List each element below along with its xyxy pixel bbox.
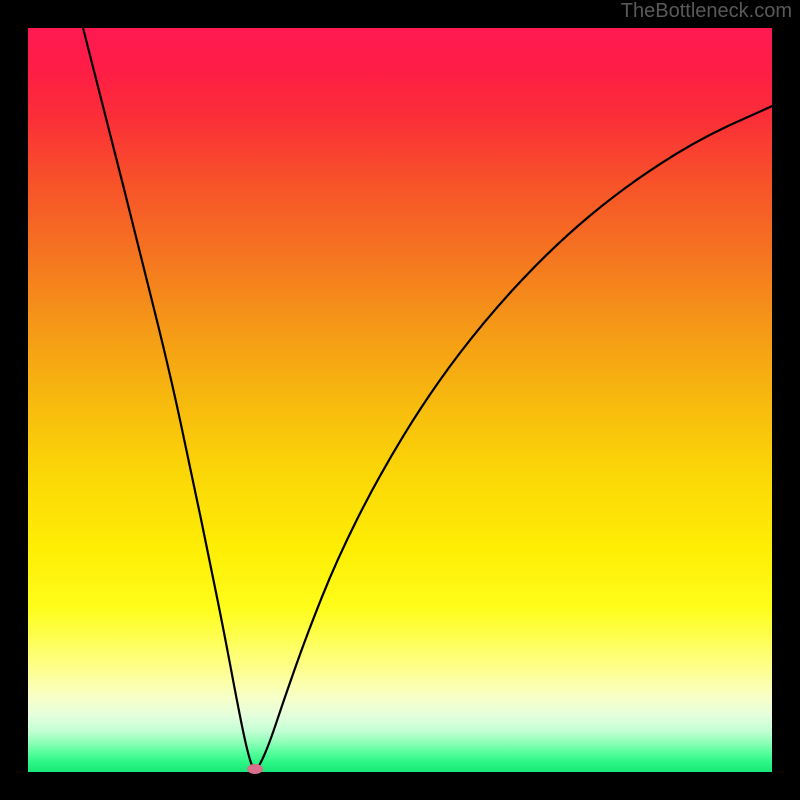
canvas-root: TheBottleneck.com [0,0,800,800]
optimum-marker [247,764,263,774]
attribution-text: TheBottleneck.com [621,0,792,23]
curve-svg [28,28,772,772]
plot-area [28,28,772,772]
bottleneck-curve [83,28,772,769]
